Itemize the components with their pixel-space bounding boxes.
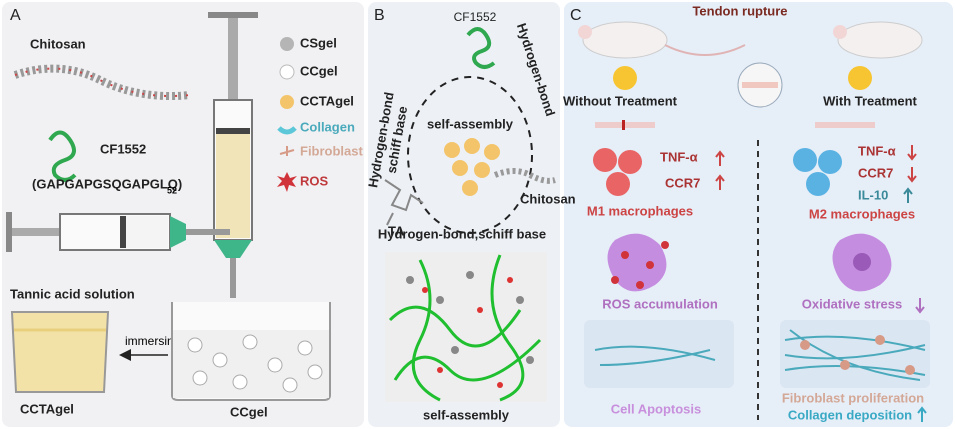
up-arrow (903, 187, 913, 203)
label: Chitosan (520, 191, 576, 206)
label: CCgel (230, 404, 268, 419)
marker: TNF-α (660, 149, 698, 164)
fibers (594, 345, 716, 366)
panel-label: A (10, 7, 21, 24)
label: Chitosan (30, 36, 86, 51)
nucleus (853, 253, 871, 271)
fibroblasts (800, 335, 915, 375)
m1-cells (593, 148, 642, 196)
marker: IL-10 (858, 187, 888, 202)
legend-label: CCTAgel (300, 93, 354, 108)
outcome-label: Cell Apoptosis (611, 401, 702, 416)
stress-label: ROS accumulation (602, 296, 718, 311)
down-arrows (907, 145, 917, 183)
peptide-icon (466, 27, 496, 69)
arrow-label: immersing (125, 334, 180, 348)
marker: TNF-α (858, 143, 896, 158)
panel-label: B (374, 7, 385, 24)
m1-macrophage (607, 233, 667, 292)
label: CF1552 (100, 141, 146, 156)
simulation-box (385, 252, 547, 402)
legend-label: CCgel (300, 63, 338, 78)
stress-label: Oxidative stress (802, 296, 902, 311)
particles (444, 138, 500, 196)
title: Tendon rupture (692, 3, 787, 18)
legend (277, 37, 297, 192)
up-arrow (917, 406, 927, 422)
fibers (784, 329, 926, 381)
container (171, 302, 331, 401)
group-label: Without Treatment (563, 93, 678, 108)
tendon (815, 122, 875, 128)
cycle (407, 76, 533, 234)
marker: CCR7 (665, 175, 700, 190)
group-label: With Treatment (823, 93, 917, 108)
outcome-label: Fibroblast proliferation (782, 390, 924, 405)
chitosan-molecule (493, 168, 556, 184)
caption: self-assembly (423, 407, 510, 422)
syringe-vertical (208, 12, 258, 298)
label: CCTAgel (20, 401, 74, 416)
bond-label: Hydrogen-bond,schiff base (378, 226, 546, 241)
ta-molecule (384, 179, 424, 226)
syringe-horizontal (6, 212, 230, 252)
legend-label: Fibroblast (300, 143, 364, 158)
m2-cells (793, 148, 842, 196)
outcome-label: Collagen deposition (788, 407, 912, 422)
sequence-subscript: 52 (167, 185, 177, 195)
ros (611, 241, 669, 289)
up-arrows (715, 150, 725, 190)
label: CF1552 (454, 10, 497, 24)
legend-label: Collagen (300, 119, 355, 134)
sequence: (GAPGAPGSQGAPGLQ) (32, 176, 182, 191)
legend-label: CSgel (300, 35, 337, 50)
legend-label: ROS (300, 173, 329, 188)
rupture (622, 120, 625, 130)
center-label: self-assembly (427, 116, 514, 131)
marker: CCR7 (858, 165, 893, 180)
cell-label: M2 macrophages (809, 206, 915, 221)
down-arrow (915, 298, 925, 314)
label: Tannic acid solution (10, 286, 135, 301)
peptide-icon (48, 130, 77, 182)
apoptosis-panel (584, 320, 734, 388)
panel-label: C (570, 7, 582, 24)
mouse-icons (578, 21, 923, 108)
beaker (10, 311, 110, 393)
cell-label: M1 macrophages (587, 203, 693, 218)
chitosan-molecule (13, 64, 191, 100)
label: TA (388, 223, 405, 238)
